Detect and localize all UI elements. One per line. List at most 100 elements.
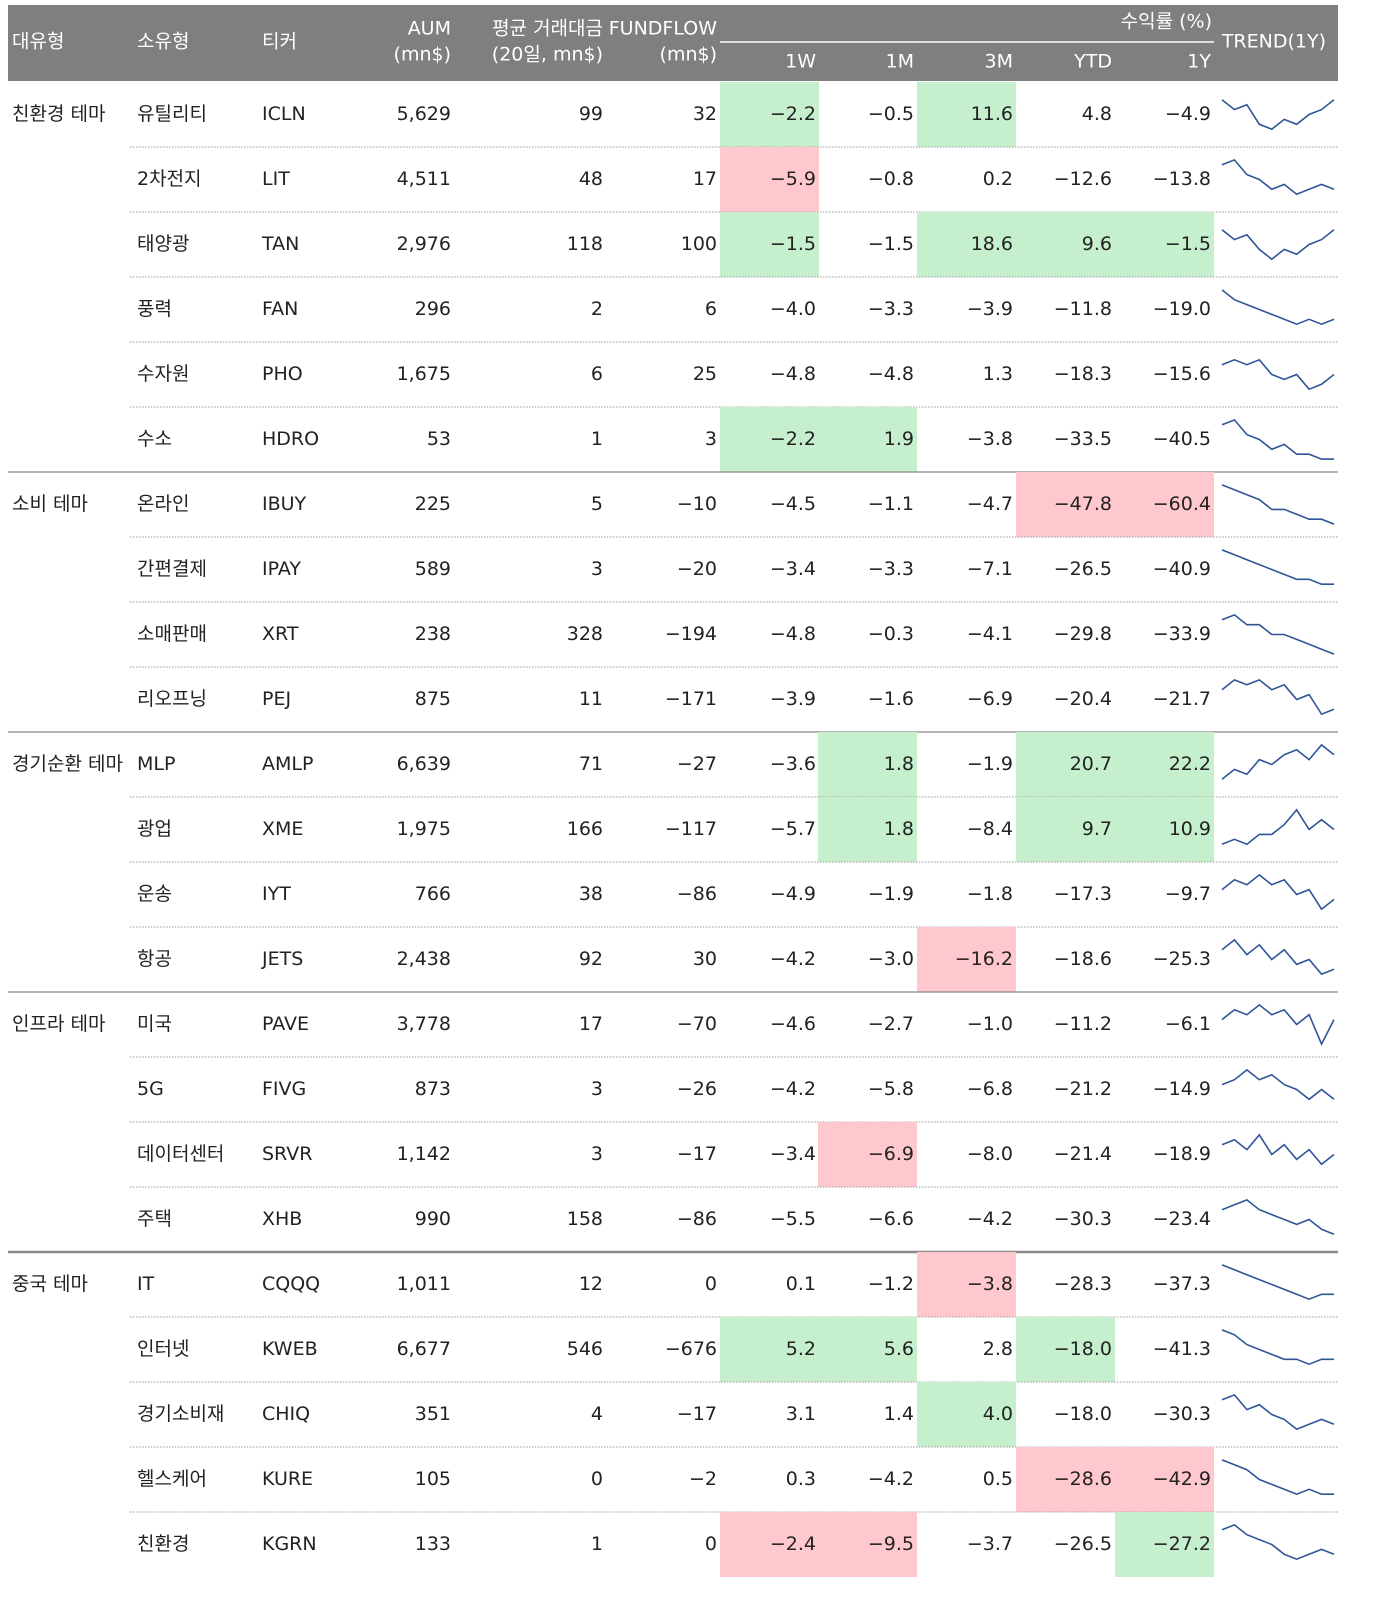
ticker: CHIQ (262, 1403, 310, 1425)
return-value: −4.9 (1165, 103, 1211, 125)
return-value: −3.8 (967, 1273, 1013, 1295)
return-value: 0.1 (786, 1273, 816, 1295)
trend-sparkline (1221, 549, 1334, 586)
cell-value: 105 (415, 1468, 451, 1490)
header-bg (8, 5, 1338, 81)
return-value: −3.9 (967, 298, 1013, 320)
trend-sparkline (1221, 1133, 1335, 1166)
ticker: ICLN (262, 103, 306, 125)
return-value: −1.8 (967, 883, 1013, 905)
return-value: −6.9 (967, 688, 1013, 710)
ticker: FIVG (262, 1078, 306, 1100)
return-value: −3.9 (770, 688, 816, 710)
cell-value: 3,778 (397, 1013, 451, 1035)
ticker: XME (262, 818, 303, 840)
cell-highlight (818, 1317, 917, 1382)
return-value: 9.7 (1082, 818, 1112, 840)
col-header: 1M (886, 51, 914, 73)
cell-value: 2,438 (397, 948, 451, 970)
return-value: −40.5 (1153, 428, 1211, 450)
cell-highlight (818, 407, 917, 472)
cell-value: 6,677 (397, 1338, 451, 1360)
return-value: −5.7 (770, 818, 816, 840)
cell-value: 2,976 (397, 233, 451, 255)
cell-value: 225 (415, 493, 451, 515)
return-value: −3.8 (967, 428, 1013, 450)
sub-label: 간편결제 (137, 558, 207, 580)
group-label: 인프라 테마 (12, 1013, 105, 1035)
return-value: −60.4 (1153, 493, 1211, 515)
ticker: LIT (262, 168, 290, 190)
cell-highlight (720, 1512, 819, 1577)
return-value: −8.4 (967, 818, 1013, 840)
cell-value: −10 (677, 493, 717, 515)
ticker: PAVE (262, 1013, 309, 1035)
return-value: −6.1 (1165, 1013, 1211, 1035)
return-value: −0.5 (868, 103, 914, 125)
trend-sparkline (1221, 678, 1335, 716)
cell-value: −676 (665, 1338, 717, 1360)
cell-highlight (720, 147, 819, 212)
return-value: −13.8 (1153, 168, 1211, 190)
cell-value: 1 (591, 428, 603, 450)
cell-value: 3 (705, 428, 717, 450)
col-header: 1W (785, 51, 816, 73)
cell-value: 990 (415, 1208, 451, 1230)
sub-label: 태양광 (137, 233, 189, 255)
cell-value: 17 (579, 1013, 603, 1035)
sub-label: 유틸리티 (137, 103, 207, 125)
col-header: 수익률 (%) (1121, 11, 1212, 33)
ticker: KWEB (262, 1338, 318, 1360)
cell-value: 1,011 (397, 1273, 451, 1295)
cell-value: −194 (665, 623, 717, 645)
return-value: −28.6 (1054, 1468, 1112, 1490)
return-value: 11.6 (971, 103, 1013, 125)
cell-value: 0 (705, 1273, 717, 1295)
trend-sparkline (1221, 873, 1335, 911)
cell-value: 12 (579, 1273, 603, 1295)
ticker: HDRO (262, 428, 319, 450)
return-value: −27.2 (1153, 1533, 1211, 1555)
trend-sparkline (1221, 484, 1335, 525)
cell-highlight (1115, 797, 1214, 862)
sub-label: 경기소비재 (137, 1403, 224, 1425)
return-value: −9.7 (1165, 883, 1211, 905)
return-value: −21.7 (1153, 688, 1211, 710)
cell-highlight (1115, 472, 1214, 537)
return-value: −5.9 (770, 168, 816, 190)
cell-value: −26 (677, 1078, 717, 1100)
ticker: IBUY (262, 493, 307, 515)
return-value: −5.5 (770, 1208, 816, 1230)
col-header: 대유형 (12, 31, 64, 53)
cell-value: −2 (689, 1468, 717, 1490)
col-header: 소유형 (137, 31, 189, 53)
cell-value: 351 (415, 1403, 451, 1425)
return-value: −4.9 (770, 883, 816, 905)
trend-sparkline (1221, 99, 1335, 131)
return-value: −9.5 (868, 1533, 914, 1555)
cell-value: 133 (415, 1533, 451, 1555)
cell-highlight (917, 82, 1016, 147)
cell-value: 3 (591, 1078, 603, 1100)
sub-label: 소매판매 (137, 623, 207, 645)
trend-sparkline (1221, 158, 1335, 196)
sub-label: 5G (137, 1078, 164, 1100)
cell-value: 766 (415, 883, 451, 905)
ticker: KGRN (262, 1533, 317, 1555)
return-value: 4.0 (983, 1403, 1013, 1425)
return-value: −4.2 (967, 1208, 1013, 1230)
cell-value: 589 (415, 558, 451, 580)
cell-highlight (720, 212, 819, 277)
cell-value: 328 (567, 623, 603, 645)
return-value: 1.8 (884, 818, 914, 840)
return-value: −3.3 (868, 298, 914, 320)
cell-value: 6 (591, 363, 603, 385)
return-value: −1.5 (770, 233, 816, 255)
cell-highlight (818, 732, 917, 797)
cell-highlight (1016, 1317, 1115, 1382)
col-header: (mn$) (660, 44, 717, 66)
cell-highlight (1115, 212, 1214, 277)
cell-value: 0 (591, 1468, 603, 1490)
trend-sparkline (1221, 1523, 1335, 1561)
return-value: −4.5 (770, 493, 816, 515)
